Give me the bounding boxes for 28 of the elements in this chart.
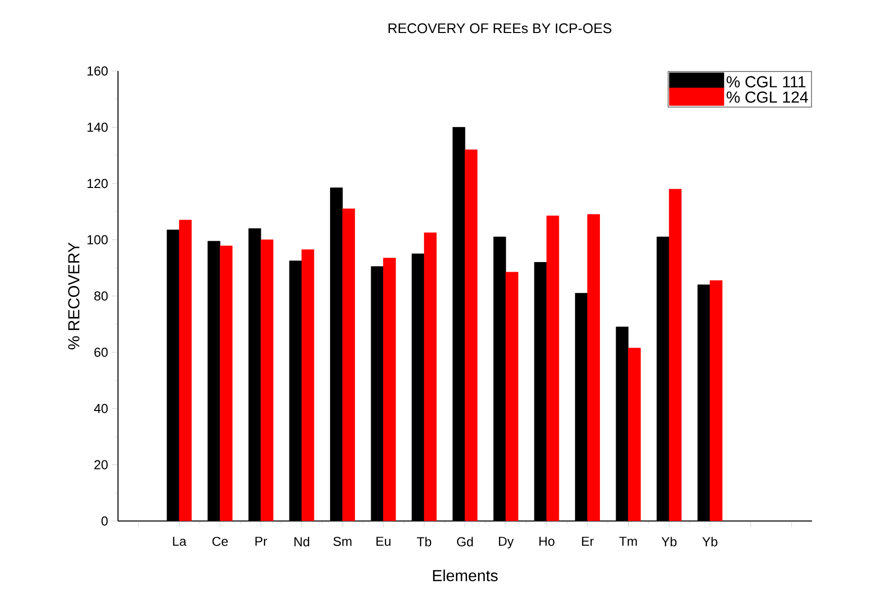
x-tick-label: Eu [376, 536, 390, 546]
legend-label: % CGL 111 [726, 76, 806, 88]
y-tick-label: 60 [94, 348, 108, 357]
x-tick-label: Pr [255, 536, 268, 546]
y-tick-label: 140 [88, 122, 108, 132]
x-tick-label: Ce [212, 536, 228, 546]
y-tick-label: 0 [101, 516, 108, 526]
x-tick-label: Sm [333, 536, 352, 546]
x-tick-label: Er [582, 536, 594, 546]
x-tick-label: Gd [457, 536, 473, 546]
y-tick-label: 160 [88, 66, 108, 76]
y-tick-label: 100 [88, 235, 108, 244]
y-tick-label: 40 [94, 404, 108, 414]
y-tick-label: 20 [94, 460, 108, 470]
x-tick-label: Ho [539, 536, 554, 546]
x-axis-title: Elements [433, 570, 498, 582]
chart-title: RECOVERY OF REEs BY ICP-OES [388, 23, 612, 34]
legend-label: % CGL 124 [726, 92, 808, 103]
x-tick-label: Tm [619, 536, 637, 546]
x-tick-label: La [173, 536, 186, 546]
y-tick-label: 120 [88, 178, 108, 188]
x-tick-label: Yb [661, 536, 676, 546]
x-tick-label: Yb [702, 536, 718, 546]
y-tick-label: 80 [94, 291, 108, 301]
y-axis-title: % RECOVERY [68, 242, 80, 350]
x-tick-label: Tb [416, 536, 432, 546]
x-tick-label: Dy [498, 536, 514, 548]
x-tick-label: Nd [294, 536, 310, 546]
